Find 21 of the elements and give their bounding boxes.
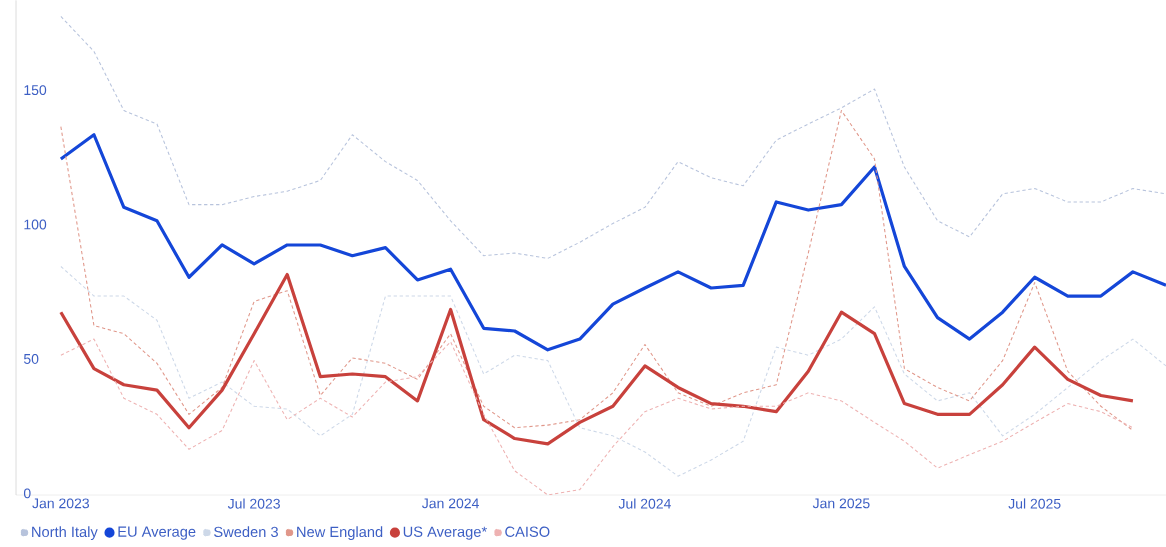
legend-label: Sweden 3 — [214, 526, 278, 538]
line-series — [59, 272, 1135, 446]
y-tick-label: 100 — [24, 219, 47, 230]
y-tick-label: 0 — [23, 488, 31, 499]
line-series — [59, 133, 1166, 352]
line-series — [60, 338, 1134, 495]
x-tick-label: Jan 2024 — [422, 498, 479, 509]
x-tick-label: Jul 2025 — [1008, 498, 1061, 509]
legend-label: EU Average — [118, 526, 196, 540]
legend-label: CAISO — [505, 526, 550, 537]
x-tick-label: Jul 2023 — [227, 498, 280, 509]
x-tick-label: Jan 2025 — [812, 498, 870, 509]
y-tick-label: 150 — [24, 85, 47, 96]
legend-label: US Average* — [403, 526, 487, 540]
x-tick-label: Jan 2023 — [32, 498, 90, 509]
y-tick-label: 50 — [23, 353, 39, 364]
legend-label: North Italy — [32, 526, 98, 540]
line-series — [60, 15, 1166, 259]
legend-label: New England — [297, 526, 383, 540]
x-tick-label: Jul 2024 — [618, 498, 671, 509]
line-series — [60, 110, 1134, 432]
